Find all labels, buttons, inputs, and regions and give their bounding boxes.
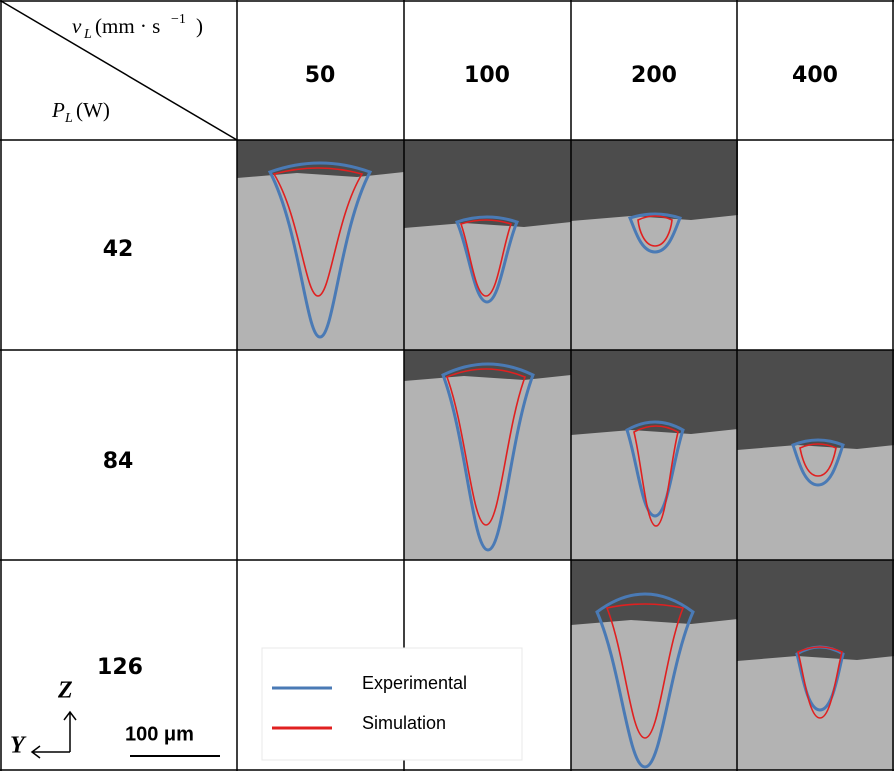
experimental-contour xyxy=(791,438,845,487)
power-unit: (W) xyxy=(76,98,110,122)
micrograph-background xyxy=(737,350,894,450)
axis-y: Y xyxy=(10,733,27,759)
velocity-close: ) xyxy=(196,14,203,38)
simulation-contour xyxy=(445,368,527,526)
simulation-contour xyxy=(797,646,843,719)
column-header: 100 xyxy=(464,63,510,88)
legend-label: Experimental xyxy=(362,673,467,693)
simulation-contour xyxy=(605,603,685,739)
micrograph xyxy=(404,350,571,560)
axis-z: Z xyxy=(57,678,73,704)
micrograph-background xyxy=(571,560,738,625)
power-subscript: L xyxy=(64,111,73,126)
column-header: 50 xyxy=(305,63,336,88)
experimental-contour xyxy=(454,215,520,304)
simulation-contour xyxy=(272,167,364,297)
row-header: 126 xyxy=(97,655,143,680)
scale-bar-label: 100 μm xyxy=(125,723,194,745)
micrograph-background xyxy=(404,140,571,228)
velocity-subscript: L xyxy=(83,27,92,42)
experimental-contour xyxy=(267,161,373,339)
row-header: 84 xyxy=(103,449,134,474)
row-header: 42 xyxy=(103,237,134,262)
experimental-contour xyxy=(595,592,695,769)
experimental-contour xyxy=(627,212,683,254)
power-symbol: P xyxy=(51,98,65,122)
experimental-contour xyxy=(441,362,535,552)
column-header: 200 xyxy=(631,63,677,88)
legend-box xyxy=(261,647,523,761)
simulation-contour xyxy=(799,443,837,477)
micrograph-background xyxy=(737,560,894,661)
velocity-exponent: −1 xyxy=(171,12,186,27)
micrograph-background xyxy=(571,140,738,221)
legend-label: Simulation xyxy=(362,713,446,733)
simulation-contour xyxy=(637,215,673,247)
column-header: 400 xyxy=(792,63,838,88)
velocity-symbol: v xyxy=(72,14,82,38)
simulation-contour xyxy=(459,219,513,297)
micrograph-background xyxy=(571,350,738,435)
axis-arrows xyxy=(30,710,77,759)
simulation-contour xyxy=(633,425,679,527)
micrograph-background xyxy=(237,140,404,178)
velocity-unit: (mm · s xyxy=(95,14,160,38)
legend: Experimental Simulation xyxy=(261,647,523,761)
